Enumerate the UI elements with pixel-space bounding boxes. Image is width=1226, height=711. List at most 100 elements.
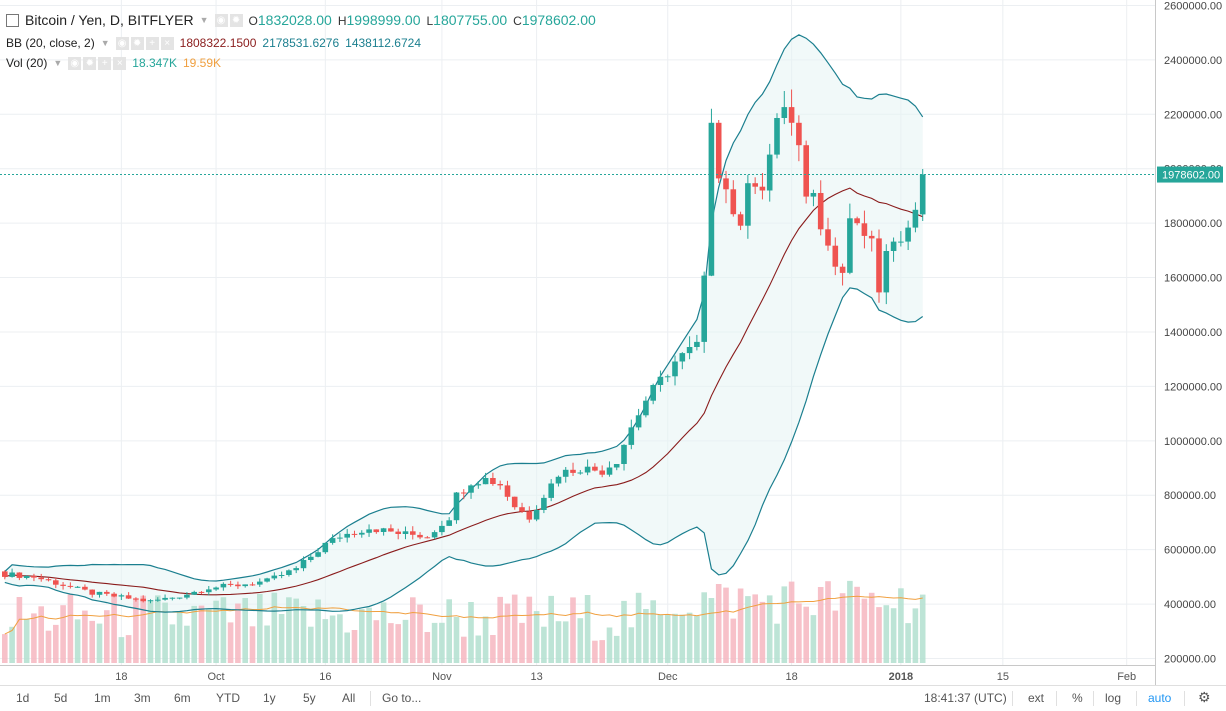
volume-bar: [125, 635, 132, 663]
volume-bar: [643, 609, 649, 663]
close-icon[interactable]: ×: [160, 36, 174, 50]
candle-body: [482, 478, 489, 485]
range-6m[interactable]: 6m: [174, 691, 191, 705]
candle-body: [490, 478, 496, 484]
volume-bar: [439, 622, 445, 663]
range-all[interactable]: All: [342, 691, 356, 705]
last-price-tag-text: 1978602.00: [1162, 170, 1220, 182]
range-5d[interactable]: 5d: [54, 691, 68, 705]
volume-bar: [96, 623, 103, 663]
add-icon[interactable]: +: [145, 36, 159, 50]
volume-bar: [511, 594, 518, 663]
x-tick-label: 13: [530, 671, 542, 683]
bollinger-fill: [4, 34, 923, 613]
volume-bar: [504, 603, 511, 663]
candle-body: [475, 484, 482, 486]
candle-body: [82, 586, 88, 590]
log-toggle[interactable]: log: [1105, 691, 1122, 705]
volume-bar: [278, 614, 285, 663]
candle-body: [23, 575, 30, 578]
eye-icon[interactable]: ◉: [214, 13, 228, 27]
candle-body: [380, 528, 387, 532]
clock-time: 18:41:37 (UTC): [924, 691, 1007, 705]
chevron-down-icon[interactable]: ▼: [100, 38, 110, 48]
add-icon[interactable]: +: [98, 56, 112, 70]
vol-legend: Vol (20) ▼ ◉ ✹ + × 18.347K 19.59K: [6, 56, 221, 70]
eye-icon[interactable]: ◉: [115, 36, 129, 50]
goto-button[interactable]: Go to...: [382, 691, 422, 705]
volume-bar: [825, 581, 831, 663]
y-tick-label: 2400000.00: [1164, 55, 1222, 67]
volume-bar: [9, 626, 15, 663]
settings-icon[interactable]: ✹: [130, 36, 144, 50]
volume-bar: [366, 607, 372, 663]
candle-body: [118, 595, 125, 597]
candle-body: [242, 584, 248, 587]
volume-bar: [286, 597, 292, 663]
candle-body: [417, 534, 423, 538]
candle-body: [249, 584, 256, 586]
range-3m[interactable]: 3m: [134, 691, 151, 705]
y-tick-label: 1200000.00: [1164, 381, 1222, 393]
volume-bar: [533, 611, 540, 663]
candle-body: [541, 497, 547, 510]
candle-body: [774, 118, 780, 155]
candle-body: [191, 591, 197, 595]
volume-bar: [373, 620, 380, 663]
eye-icon[interactable]: ◉: [68, 56, 82, 70]
candle-body: [74, 586, 81, 588]
candle-body: [38, 577, 44, 580]
range-1m[interactable]: 1m: [94, 691, 111, 705]
range-5y[interactable]: 5y: [303, 691, 316, 705]
volume-bar: [672, 613, 678, 663]
candle-body: [796, 122, 802, 146]
settings-icon[interactable]: ✹: [83, 56, 97, 70]
candle-body: [264, 578, 270, 582]
volume-bar: [839, 593, 846, 663]
volume-bar: [67, 594, 74, 663]
candle-body: [206, 589, 212, 593]
symbol-controls: ◉ ✹: [214, 13, 243, 27]
gear-icon[interactable]: ⚙: [1198, 689, 1211, 705]
symbol-title[interactable]: Bitcoin / Yen, D, BITFLYER: [25, 12, 194, 28]
candle-body: [198, 591, 205, 593]
candle-body: [213, 587, 219, 590]
candle-body: [497, 484, 503, 486]
volume-bar: [832, 610, 839, 663]
candle-body: [584, 466, 591, 473]
range-ytd[interactable]: YTD: [216, 691, 240, 705]
volume-bar: [104, 610, 110, 663]
volume-bar: [74, 619, 81, 663]
bottom-toolbar: 1d 5d 1m 3m 6m YTD 1y 5y All Go to... 18…: [0, 685, 1226, 711]
ext-toggle[interactable]: ext: [1028, 691, 1045, 705]
candle-body: [825, 229, 831, 246]
candle-body: [53, 580, 59, 585]
percent-toggle[interactable]: %: [1072, 691, 1083, 705]
candle-body: [533, 510, 540, 520]
volume-bar: [380, 602, 387, 663]
candle-body: [402, 531, 409, 534]
volume-bar: [184, 625, 190, 663]
chevron-down-icon[interactable]: ▼: [199, 15, 209, 25]
settings-icon[interactable]: ✹: [229, 13, 243, 27]
candle-body: [31, 575, 37, 578]
volume-bar: [169, 624, 176, 663]
y-tick-label: 800000.00: [1164, 490, 1216, 502]
bb-title[interactable]: BB (20, close, 2): [6, 36, 95, 50]
volume-bar: [788, 581, 795, 663]
candle-body: [111, 593, 117, 597]
collapse-icon[interactable]: [6, 13, 19, 27]
vol-title[interactable]: Vol (20): [6, 56, 48, 70]
candle-body: [555, 476, 562, 484]
volume-bar: [847, 580, 853, 663]
range-1d[interactable]: 1d: [16, 691, 30, 705]
price-chart[interactable]: 200000.00 400000.00 600000.00 800000.00 1000…: [0, 0, 1226, 685]
auto-toggle[interactable]: auto: [1148, 691, 1172, 705]
candle-body: [752, 183, 758, 187]
volume-bar: [31, 613, 37, 663]
candle-body: [737, 214, 744, 226]
close-icon[interactable]: ×: [113, 56, 127, 70]
range-1y[interactable]: 1y: [263, 691, 276, 705]
chevron-down-icon[interactable]: ▼: [53, 58, 63, 68]
candle-body: [461, 492, 467, 494]
